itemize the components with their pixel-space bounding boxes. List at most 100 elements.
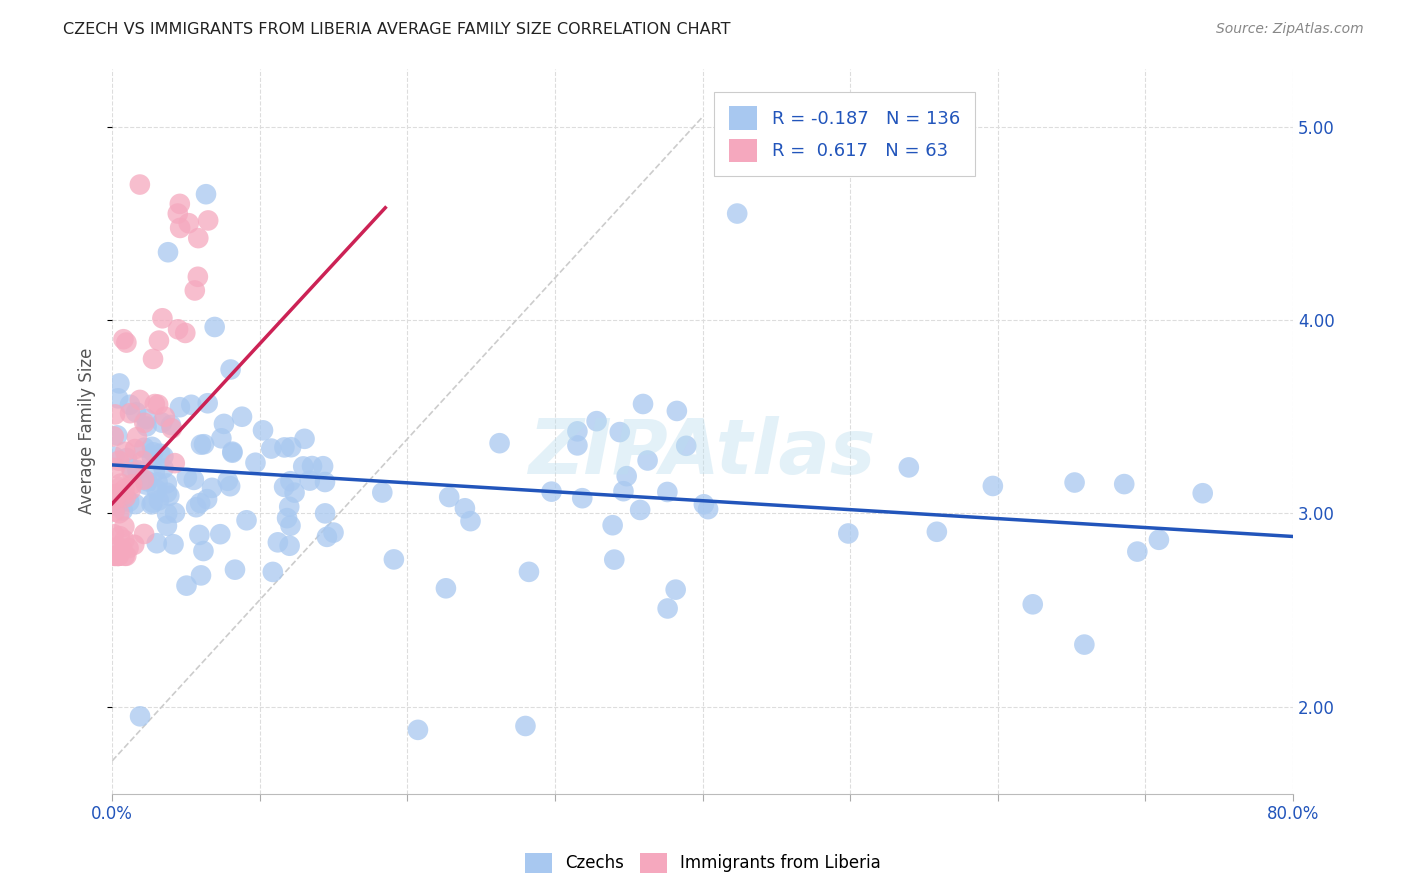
Point xyxy=(107,540,129,554)
Point xyxy=(292,459,315,474)
Point xyxy=(107,498,129,512)
Point xyxy=(107,549,129,563)
Point xyxy=(665,404,688,418)
Point xyxy=(571,491,593,506)
Point xyxy=(454,501,477,516)
Point xyxy=(103,505,125,519)
Point xyxy=(117,541,139,555)
Point xyxy=(129,709,152,723)
Point xyxy=(209,431,232,445)
Point xyxy=(434,582,457,596)
Point xyxy=(187,231,209,245)
Point xyxy=(148,334,170,348)
Point xyxy=(146,475,169,490)
Point xyxy=(312,459,335,474)
Point xyxy=(156,507,179,521)
Point xyxy=(631,397,654,411)
Text: Source: ZipAtlas.com: Source: ZipAtlas.com xyxy=(1216,22,1364,37)
Point xyxy=(1114,477,1136,491)
Point xyxy=(103,450,125,464)
Point xyxy=(177,216,200,230)
Point xyxy=(221,446,243,460)
Y-axis label: Average Family Size: Average Family Size xyxy=(79,348,96,515)
Point xyxy=(166,206,188,220)
Point xyxy=(142,496,165,510)
Point xyxy=(697,502,720,516)
Point xyxy=(124,497,146,511)
Point xyxy=(104,408,127,422)
Point xyxy=(142,351,165,366)
Point xyxy=(515,719,537,733)
Point xyxy=(284,485,307,500)
Point xyxy=(217,474,239,488)
Point xyxy=(103,527,125,541)
Point xyxy=(135,412,157,426)
Point xyxy=(108,506,131,520)
Point xyxy=(105,549,128,563)
Point xyxy=(925,524,948,539)
Point xyxy=(1147,533,1170,547)
Point xyxy=(314,507,336,521)
Point xyxy=(371,485,394,500)
Point xyxy=(219,362,242,376)
Point xyxy=(322,525,344,540)
Point xyxy=(460,514,482,528)
Point xyxy=(112,533,135,547)
Point xyxy=(195,187,218,202)
Point xyxy=(124,442,146,456)
Point xyxy=(136,475,159,489)
Point xyxy=(280,440,302,454)
Point xyxy=(118,406,141,420)
Point xyxy=(142,445,165,459)
Point xyxy=(145,483,167,497)
Point xyxy=(145,536,167,550)
Point xyxy=(121,465,143,479)
Point xyxy=(278,500,301,514)
Point xyxy=(267,535,290,549)
Point xyxy=(112,519,135,533)
Point xyxy=(301,458,323,473)
Point xyxy=(488,436,510,450)
Point xyxy=(108,376,131,391)
Point xyxy=(298,474,321,488)
Point xyxy=(105,549,128,563)
Point xyxy=(114,491,136,505)
Point xyxy=(107,549,129,563)
Point xyxy=(108,480,131,494)
Point xyxy=(152,461,174,475)
Point xyxy=(180,398,202,412)
Point xyxy=(221,444,243,458)
Point xyxy=(104,461,127,475)
Point xyxy=(725,206,748,220)
Point xyxy=(105,428,128,442)
Point xyxy=(122,538,145,552)
Point xyxy=(107,392,129,406)
Point xyxy=(156,476,179,491)
Point xyxy=(103,429,125,443)
Point xyxy=(114,482,136,496)
Point xyxy=(316,530,339,544)
Point xyxy=(160,421,183,435)
Point xyxy=(110,476,132,491)
Point xyxy=(224,563,246,577)
Point xyxy=(103,549,125,563)
Point xyxy=(104,549,127,563)
Point xyxy=(209,527,232,541)
Point xyxy=(204,320,226,334)
Point xyxy=(146,398,169,412)
Point xyxy=(141,497,163,511)
Point xyxy=(262,565,284,579)
Point xyxy=(115,549,138,563)
Point xyxy=(176,579,198,593)
Point xyxy=(111,503,134,517)
Point xyxy=(157,489,180,503)
Point xyxy=(135,477,157,491)
Point xyxy=(201,481,224,495)
Point xyxy=(108,453,131,467)
Point xyxy=(190,568,212,582)
Point xyxy=(118,494,141,508)
Point xyxy=(141,440,163,454)
Point xyxy=(665,582,688,597)
Point xyxy=(169,221,191,235)
Point xyxy=(193,437,215,451)
